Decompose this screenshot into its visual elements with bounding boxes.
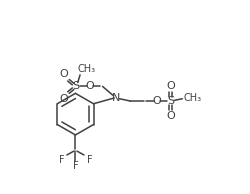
- Text: O: O: [86, 81, 94, 91]
- Text: CH₃: CH₃: [78, 64, 96, 74]
- Text: F: F: [86, 155, 92, 165]
- Text: O: O: [166, 81, 175, 91]
- Text: O: O: [166, 111, 175, 121]
- Text: O: O: [152, 96, 161, 106]
- Text: F: F: [72, 161, 78, 171]
- Text: CH₃: CH₃: [184, 93, 202, 103]
- Text: S: S: [73, 81, 80, 91]
- Text: O: O: [60, 94, 68, 104]
- Text: F: F: [59, 155, 64, 165]
- Text: S: S: [167, 96, 174, 106]
- Text: N: N: [112, 93, 121, 103]
- Text: O: O: [60, 69, 68, 79]
